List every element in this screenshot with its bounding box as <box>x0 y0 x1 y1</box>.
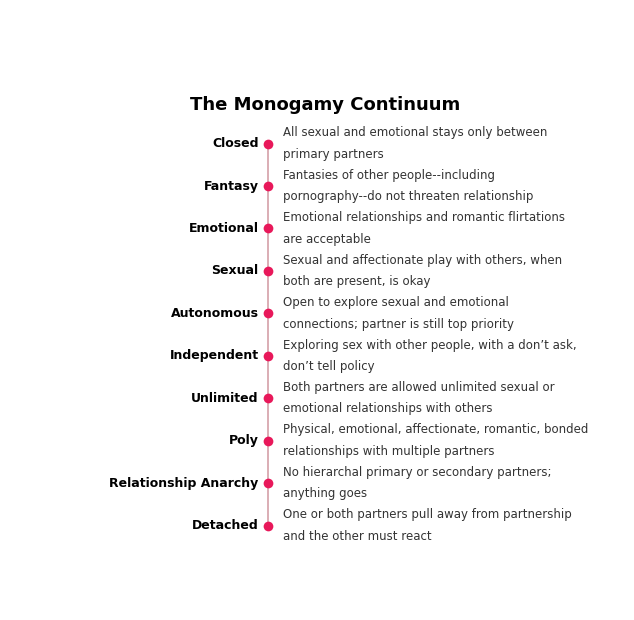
Text: don’t tell policy: don’t tell policy <box>283 360 375 373</box>
Text: Emotional relationships and romantic flirtations: Emotional relationships and romantic fli… <box>283 211 565 224</box>
Text: Autonomous: Autonomous <box>171 307 259 320</box>
Text: Fantasies of other people--including: Fantasies of other people--including <box>283 169 495 182</box>
Text: Fantasy: Fantasy <box>204 180 259 193</box>
Text: are acceptable: are acceptable <box>283 232 371 246</box>
Text: pornography--do not threaten relationship: pornography--do not threaten relationshi… <box>283 190 534 203</box>
Text: One or both partners pull away from partnership: One or both partners pull away from part… <box>283 508 572 521</box>
Text: Sexual and affectionate play with others, when: Sexual and affectionate play with others… <box>283 254 562 267</box>
Text: both are present, is okay: both are present, is okay <box>283 275 430 288</box>
Text: connections; partner is still top priority: connections; partner is still top priori… <box>283 317 514 330</box>
Text: relationships with multiple partners: relationships with multiple partners <box>283 445 495 458</box>
Text: Closed: Closed <box>212 137 259 150</box>
Text: anything goes: anything goes <box>283 487 367 500</box>
Text: Emotional: Emotional <box>188 222 259 235</box>
Text: Relationship Anarchy: Relationship Anarchy <box>109 477 259 490</box>
Text: Sexual: Sexual <box>212 264 259 277</box>
Text: Both partners are allowed unlimited sexual or: Both partners are allowed unlimited sexu… <box>283 381 555 394</box>
Text: Physical, emotional, affectionate, romantic, bonded: Physical, emotional, affectionate, roman… <box>283 423 588 436</box>
Text: Poly: Poly <box>229 434 259 447</box>
Text: Open to explore sexual and emotional: Open to explore sexual and emotional <box>283 296 509 309</box>
Text: primary partners: primary partners <box>283 148 384 161</box>
Text: emotional relationships with others: emotional relationships with others <box>283 402 493 415</box>
Text: Exploring sex with other people, with a don’t ask,: Exploring sex with other people, with a … <box>283 339 577 352</box>
Text: All sexual and emotional stays only between: All sexual and emotional stays only betw… <box>283 126 548 140</box>
Text: Unlimited: Unlimited <box>191 392 259 405</box>
Text: and the other must react: and the other must react <box>283 529 432 542</box>
Text: No hierarchal primary or secondary partners;: No hierarchal primary or secondary partn… <box>283 466 552 479</box>
Text: Detached: Detached <box>192 519 259 532</box>
Text: Independent: Independent <box>169 349 259 362</box>
Text: The Monogamy Continuum: The Monogamy Continuum <box>190 96 460 114</box>
